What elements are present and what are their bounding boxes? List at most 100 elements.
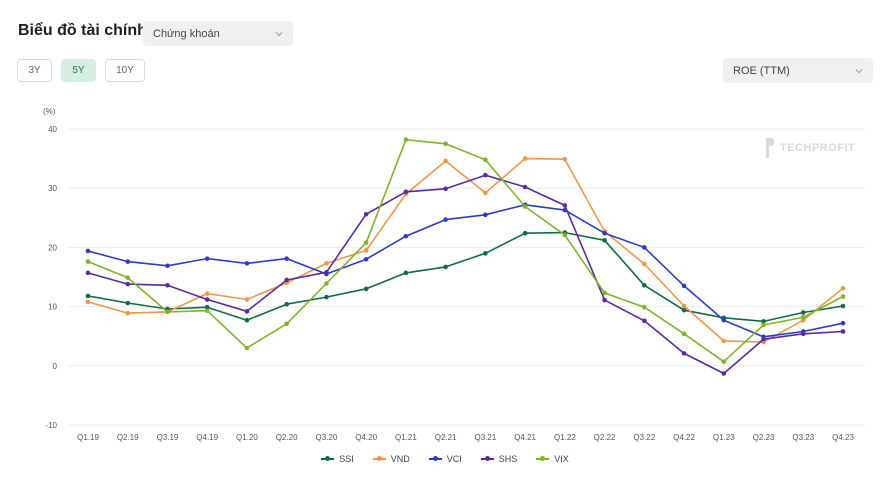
data-point-ssi <box>840 303 846 309</box>
range-5y-button[interactable]: 5Y <box>61 59 96 82</box>
data-point-vix <box>204 308 210 314</box>
data-point-vix <box>840 294 846 299</box>
data-point-vci <box>85 248 91 254</box>
data-point-ssi <box>363 286 369 292</box>
data-point-shs <box>562 203 568 208</box>
data-point-shs <box>443 186 448 192</box>
data-point-shs <box>125 281 131 287</box>
x-tick-label: Q1.21 <box>395 433 417 442</box>
data-point-vci <box>443 217 448 222</box>
legend-swatch <box>321 456 335 461</box>
data-point-ssi <box>85 293 91 299</box>
series-line-ssi <box>87 231 844 323</box>
x-tick-label: Q2.22 <box>594 433 616 442</box>
category-select[interactable]: Chứng khoán <box>143 21 293 46</box>
data-point-vix <box>761 322 766 328</box>
x-tick-label: Q4.20 <box>355 433 377 442</box>
data-point-vnd <box>642 261 647 267</box>
data-point-shs <box>800 331 806 337</box>
data-point-vci <box>284 256 289 261</box>
data-point-ssi <box>681 307 687 313</box>
data-point-shs <box>244 309 250 314</box>
legend-swatch <box>428 456 442 461</box>
watermark-text: TECHPROFIT <box>780 142 856 154</box>
data-point-shs <box>522 184 528 190</box>
legend-swatch <box>480 456 494 461</box>
data-point-vix <box>284 321 289 327</box>
x-tick-label: Q3.20 <box>316 433 338 442</box>
data-point-vix <box>403 137 409 142</box>
data-point-ssi <box>522 230 528 236</box>
data-point-vci <box>483 212 488 218</box>
x-tick-label: Q3.22 <box>633 433 655 442</box>
data-point-ssi <box>204 304 210 310</box>
chevron-down-icon <box>855 68 863 73</box>
legend-item-shs[interactable]: SHS <box>480 454 518 464</box>
legend-label: SHS <box>498 454 518 464</box>
data-point-vix <box>85 259 91 264</box>
data-point-vnd <box>244 297 250 302</box>
data-point-shs <box>324 269 329 275</box>
y-axis-label: (%) <box>43 107 56 116</box>
data-point-vci <box>840 320 846 326</box>
data-point-ssi <box>642 282 647 288</box>
x-tick-label: Q3.21 <box>474 433 496 442</box>
x-tick-label: Q1.20 <box>236 433 258 442</box>
data-point-vnd <box>125 310 131 316</box>
data-point-shs <box>602 297 607 303</box>
y-tick-label: -10 <box>45 421 57 430</box>
data-point-ssi <box>125 300 131 306</box>
data-point-shs <box>840 329 846 334</box>
legend-item-vnd[interactable]: VND <box>372 454 410 464</box>
roe-line-chart: (%) -10 0 10 20 30 40 Q1.19 Q2.19 Q3.19 Q4.19 Q1.20… <box>43 107 865 442</box>
techprofit-logo-icon <box>766 138 774 158</box>
data-point-ssi <box>403 270 409 276</box>
category-select-value: Chứng khoán <box>153 27 220 40</box>
legend-item-vci[interactable]: VCI <box>428 454 462 464</box>
y-tick-label: 40 <box>48 125 57 134</box>
data-point-vnd <box>840 285 846 291</box>
data-point-vix <box>721 359 727 364</box>
data-point-shs <box>363 211 369 217</box>
data-point-vix <box>800 314 806 320</box>
range-3y-button[interactable]: 3Y <box>17 59 52 82</box>
data-point-vix <box>522 204 528 209</box>
data-point-vix <box>483 157 488 163</box>
chevron-down-icon <box>275 31 283 36</box>
data-point-vix <box>681 331 687 337</box>
metric-select[interactable]: ROE (TTM) <box>723 58 873 83</box>
data-point-vci <box>403 233 409 239</box>
series-line-vci <box>87 204 844 338</box>
x-tick-label: Q1.19 <box>77 433 99 442</box>
data-point-shs <box>642 318 647 324</box>
legend-item-vix[interactable]: VIX <box>536 454 569 464</box>
y-tick-label: 30 <box>48 184 57 193</box>
legend-item-ssi[interactable]: SSI <box>321 454 354 464</box>
data-point-vci <box>602 230 607 236</box>
data-point-vnd <box>204 291 210 296</box>
series-line-vnd <box>87 157 844 343</box>
data-point-ssi <box>244 317 250 323</box>
watermark: TECHPROFIT <box>765 137 855 159</box>
range-10y-button[interactable]: 10Y <box>105 59 145 82</box>
data-point-vnd <box>324 261 329 266</box>
data-point-shs <box>483 172 488 178</box>
x-tick-label: Q4.23 <box>832 433 854 442</box>
series-line-vix <box>87 138 844 363</box>
data-point-ssi <box>761 319 766 324</box>
data-point-vix <box>642 304 647 310</box>
data-point-ssi <box>800 310 806 315</box>
data-point-vix <box>125 275 131 280</box>
page-title: Biểu đồ tài chính <box>18 22 147 39</box>
data-point-vci <box>681 283 687 289</box>
data-point-shs <box>721 371 727 376</box>
legend-swatch <box>372 456 386 461</box>
data-point-shs <box>403 189 409 195</box>
data-point-shs <box>204 297 210 302</box>
x-tick-label: Q3.19 <box>157 433 179 442</box>
data-point-vix <box>602 290 607 296</box>
chart-legend: SSI VND VCI SHS VIX <box>0 454 890 464</box>
x-tick-label: Q4.22 <box>673 433 695 442</box>
data-point-vix <box>363 240 369 245</box>
data-point-shs <box>681 351 687 356</box>
